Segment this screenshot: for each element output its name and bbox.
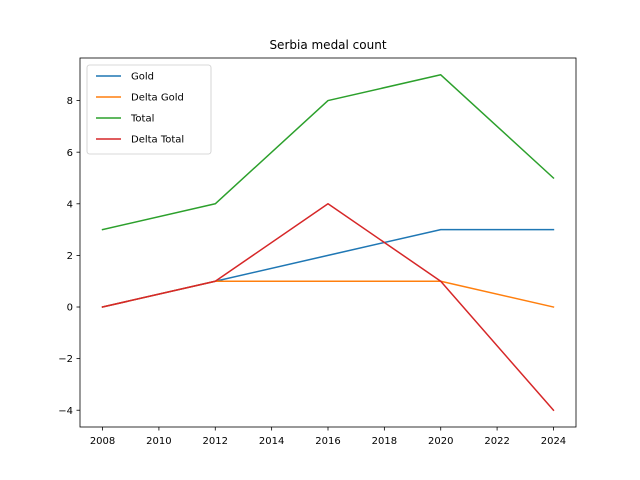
y-tick-label: 6 [67,148,73,159]
y-axis: −4 −2 0 2 4 6 8 [58,96,80,417]
series-line-3 [101,203,555,412]
legend: Gold Delta Gold Total Delta Total [86,64,212,155]
y-tick-label: 2 [67,251,73,262]
y-tick-label: 0 [67,303,73,314]
legend-box [86,64,212,155]
x-tick-label: 2016 [315,436,340,447]
x-axis: 2008 2010 2012 2014 2016 2018 2020 2022 2024 [90,427,566,447]
legend-label-2: Total [130,114,154,125]
x-tick-label: 2020 [428,436,453,447]
legend-label-1: Delta Gold [131,93,184,104]
x-tick-label: 2008 [90,436,115,447]
series-line-0 [101,228,555,308]
legend-label-3: Delta Total [131,135,184,146]
series-line-2 [101,74,555,231]
chart-title: Serbia medal count [269,38,386,52]
x-tick-label: 2018 [372,436,397,447]
y-tick-label: −4 [58,406,73,417]
y-tick-label: 4 [67,199,73,210]
series-line-1 [101,280,555,308]
x-tick-label: 2012 [203,436,228,447]
y-tick-label: −2 [58,354,73,365]
y-tick-label: 8 [67,96,73,107]
x-tick-label: 2024 [541,436,566,447]
x-tick-label: 2010 [146,436,171,447]
x-tick-label: 2022 [484,436,509,447]
legend-label-0: Gold [131,72,154,83]
x-tick-label: 2014 [259,436,284,447]
